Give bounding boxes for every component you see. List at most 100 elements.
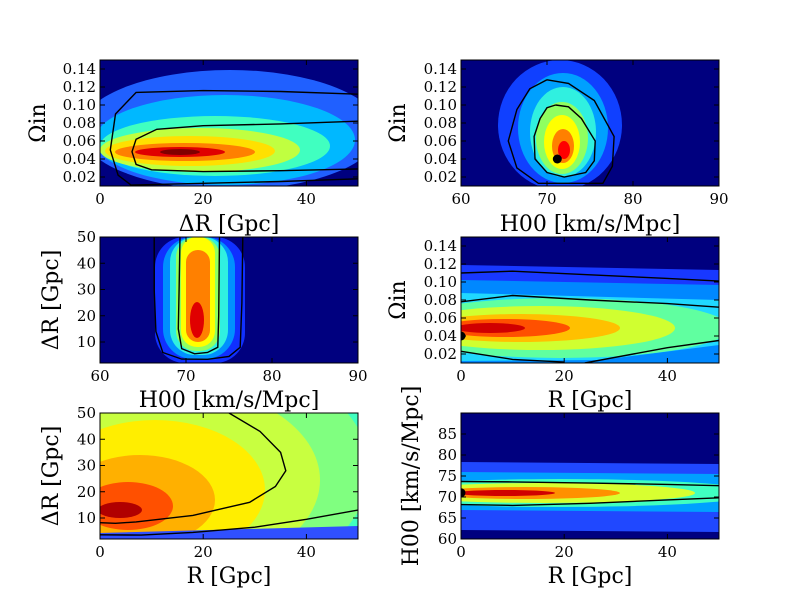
plot-area xyxy=(100,413,358,539)
contour-line-1 xyxy=(461,480,719,487)
plot-area xyxy=(461,60,719,186)
panel-omega-vs-delta-r: 0 20 40 0.020.040.060.080.100.120.14 ΔR [G… xyxy=(26,59,359,237)
plot-area xyxy=(461,413,719,539)
best-fit-marker xyxy=(552,154,562,164)
x-tick-label: 60 xyxy=(451,190,470,208)
y-tick-label: 80 xyxy=(438,446,457,464)
y-axis-label: ΔR [Gpc] xyxy=(39,250,64,351)
x-axis-label: R [Gpc] xyxy=(548,388,633,413)
y-tick-label: 0.04 xyxy=(63,150,96,168)
y-tick-label: 10 xyxy=(77,333,96,351)
y-tick-label: 0.06 xyxy=(63,132,96,150)
y-tick-label: 0.08 xyxy=(63,114,96,132)
y-tick-label: 0.12 xyxy=(424,255,457,273)
contour-line-2 xyxy=(153,237,244,361)
panel-delta-r-vs-r: 0 20 40 10 20 30 40 50 R [Gpc] ΔR [Gpc] xyxy=(39,404,359,589)
contour-line-2 xyxy=(461,294,719,308)
y-tick-label: 0.02 xyxy=(424,345,457,363)
x-tick-label: 70 xyxy=(537,190,556,208)
y-tick-label: 0.08 xyxy=(424,291,457,309)
axes-frame xyxy=(99,236,359,364)
x-axis-label: R [Gpc] xyxy=(548,564,633,589)
likelihood-peak xyxy=(160,149,200,155)
y-tick-label: 0.10 xyxy=(424,96,457,114)
x-tick-label: 70 xyxy=(176,367,195,385)
x-axis-label: R [Gpc] xyxy=(187,564,272,589)
y-axis-label: ΔR [Gpc] xyxy=(39,426,64,527)
y-tick-label: 0.06 xyxy=(424,309,457,327)
y-axis-label: Ωin xyxy=(386,103,411,142)
y-tick-label: 0.04 xyxy=(424,327,457,345)
y-tick-label: 0.02 xyxy=(424,168,457,186)
plot-area xyxy=(100,60,358,186)
x-tick-label: 40 xyxy=(658,367,677,385)
y-tick-label: 70 xyxy=(438,488,457,506)
y-axis-label: H00 [km/s/Mpc] xyxy=(399,386,424,567)
contour-line-2 xyxy=(100,509,358,536)
y-tick-label: 0.14 xyxy=(63,60,96,78)
panel-delta-r-vs-h00: 60 70 80 90 10 20 30 40 50 H00 [km/s/Mpc] ΔR [G… xyxy=(39,228,368,413)
x-tick-label: 20 xyxy=(555,543,574,561)
y-tick-label: 10 xyxy=(77,509,96,527)
x-tick-label: 0 xyxy=(95,543,105,561)
contour-line-1 xyxy=(131,120,358,173)
x-axis-label: H00 [km/s/Mpc] xyxy=(500,212,681,237)
panel-h00-vs-r: 0 20 40 60 65 70 75 80 85 R [Gpc] H00 [km/s/Mpc… xyxy=(399,386,720,589)
plot-area xyxy=(461,237,719,363)
x-tick-label: 40 xyxy=(297,543,316,561)
y-tick-label: 75 xyxy=(438,467,457,485)
y-tick-label: 60 xyxy=(438,530,457,548)
y-tick-label: 30 xyxy=(77,457,96,475)
y-axis-label: Ωin xyxy=(386,280,411,319)
x-tick-label: 90 xyxy=(348,367,367,385)
x-tick-label: 20 xyxy=(194,190,213,208)
x-tick-label: 0 xyxy=(95,190,105,208)
x-tick-label: 0 xyxy=(456,367,466,385)
x-tick-label: 60 xyxy=(90,367,109,385)
y-tick-label: 0.14 xyxy=(424,60,457,78)
y-tick-label: 65 xyxy=(438,509,457,527)
x-tick-label: 20 xyxy=(555,367,574,385)
x-tick-label: 80 xyxy=(262,367,281,385)
y-tick-label: 50 xyxy=(77,228,96,246)
x-tick-label: 90 xyxy=(709,190,728,208)
y-tick-label: 50 xyxy=(77,404,96,422)
panel-omega-vs-r: 0 20 40 0.020.040.060.080.100.120.14 R [Gp… xyxy=(386,236,720,413)
y-tick-label: 40 xyxy=(77,254,96,272)
y-tick-label: 0.08 xyxy=(424,114,457,132)
likelihood-peak xyxy=(100,502,142,518)
likelihood-peak xyxy=(190,302,204,338)
y-tick-label: 0.14 xyxy=(424,237,457,255)
plot-area xyxy=(100,237,358,363)
likelihood-peak xyxy=(461,323,525,333)
x-tick-label: 40 xyxy=(658,543,677,561)
y-tick-label: 85 xyxy=(438,425,457,443)
x-tick-label: 40 xyxy=(297,190,316,208)
x-axis-label: ΔR [Gpc] xyxy=(179,212,280,237)
y-tick-label: 20 xyxy=(77,483,96,501)
y-tick-label: 0.12 xyxy=(424,78,457,96)
contour-line-2 xyxy=(461,497,719,507)
contour-line-1 xyxy=(177,237,221,355)
axes-frame xyxy=(99,412,359,540)
y-tick-label: 40 xyxy=(77,430,96,448)
low-likelihood-band xyxy=(100,526,358,539)
likelihood-peak xyxy=(558,141,570,159)
contour-line-2 xyxy=(507,79,615,184)
contour-line-1 xyxy=(461,270,719,282)
best-fit-marker xyxy=(461,488,466,498)
x-tick-label: 20 xyxy=(194,543,213,561)
y-tick-label: 0.04 xyxy=(424,150,457,168)
panel-omega-vs-h00: 60 70 80 90 0.020.040.060.080.100.120.14 H0… xyxy=(386,59,729,237)
contour-line-2 xyxy=(109,89,358,186)
y-axis-label: Ωin xyxy=(26,103,51,142)
x-axis-label: H00 [km/s/Mpc] xyxy=(139,388,320,413)
contour-line-1 xyxy=(100,413,287,525)
y-tick-label: 0.06 xyxy=(424,132,457,150)
x-tick-label: 80 xyxy=(623,190,642,208)
y-tick-label: 30 xyxy=(77,281,96,299)
y-tick-label: 0.12 xyxy=(63,78,96,96)
contour-line-4 xyxy=(584,339,719,363)
contour-line-1 xyxy=(533,104,596,178)
likelihood-peak xyxy=(461,490,555,496)
